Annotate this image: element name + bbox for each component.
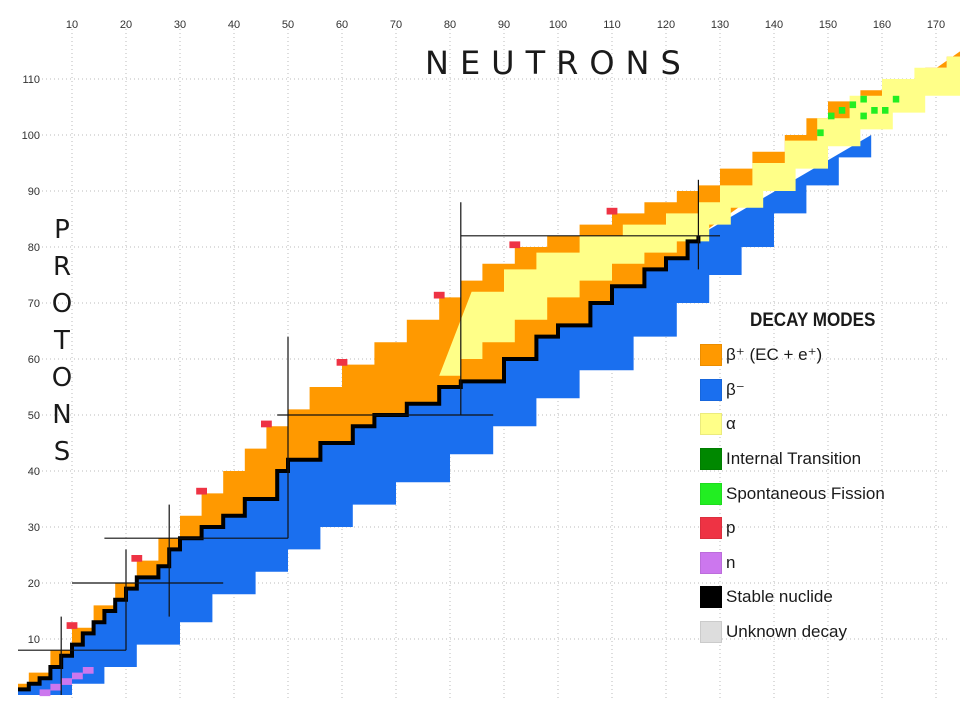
y-tick-label: 20 (28, 578, 40, 590)
fission-cell (817, 129, 824, 137)
y-tick-label: 40 (28, 466, 40, 478)
x-tick-label: 60 (336, 19, 348, 31)
legend-swatch (700, 586, 722, 609)
x-tick-label: 140 (765, 19, 783, 31)
proton-emitter-cell (131, 555, 143, 562)
fission-cell (860, 112, 867, 120)
y-axis-label-letter: O (52, 363, 72, 393)
fission-cell (892, 95, 900, 103)
x-tick-label: 100 (549, 19, 567, 31)
x-tick-label: 90 (498, 19, 510, 31)
y-tick-label: 80 (28, 242, 40, 254)
legend-item-alpha: α (700, 407, 940, 442)
legend-label: Stable nuclide (726, 587, 833, 607)
x-tick-label: 30 (174, 19, 186, 31)
y-axis-label-letter: T (53, 326, 70, 356)
fission-cell (871, 107, 878, 114)
legend-item-beta_minus: β⁻ (700, 373, 940, 408)
legend-swatch (700, 378, 722, 401)
legend-item-it: Internal Transition (700, 442, 940, 477)
neutron-emitter-cell (50, 683, 62, 691)
legend-swatch (700, 517, 722, 540)
fission-cell (860, 95, 867, 103)
y-tick-label: 50 (28, 410, 40, 422)
fission-cell (882, 107, 889, 114)
proton-emitter-cell (196, 487, 207, 495)
x-axis-ticks: 10 20 30 40 50 60 70 80 90 100 110 120 130 140 150 160 1… (66, 19, 945, 31)
proton-emitter-cell (433, 291, 445, 299)
neutron-emitter-cell (39, 689, 51, 697)
x-tick-label: 160 (873, 19, 891, 31)
legend-swatch (700, 551, 722, 574)
legend-item-beta_plus: β⁺ (EC + e⁺) (700, 338, 940, 373)
y-tick-label: 10 (28, 634, 40, 646)
y-axis-label-letter: O (52, 289, 72, 319)
x-tick-label: 40 (228, 19, 240, 31)
x-tick-label: 120 (657, 19, 675, 31)
y-axis-label-letter: N (52, 400, 71, 430)
legend-item-sf: Spontaneous Fission (700, 476, 940, 511)
y-tick-label: 70 (28, 298, 40, 310)
legend-label: Spontaneous Fission (726, 483, 885, 503)
legend-label: β⁻ (726, 379, 745, 399)
y-axis-label-letter: R (53, 252, 71, 282)
neutron-emitter-cell (61, 678, 72, 685)
proton-emitter-cell (509, 241, 521, 249)
legend-swatch (700, 344, 722, 367)
legend-label: Internal Transition (726, 449, 862, 469)
y-tick-label: 90 (28, 186, 40, 198)
x-tick-label: 170 (927, 19, 945, 31)
magic-number-lines (18, 179, 720, 695)
y-tick-label: 110 (22, 74, 40, 86)
legend-swatch (700, 621, 722, 644)
legend: DECAY MODES β⁺ (EC + e⁺) β⁻ α Internal Tran… (700, 310, 940, 649)
legend-items: β⁺ (EC + e⁺) β⁻ α Internal Transition Sponta… (700, 338, 940, 649)
fission-cell (838, 107, 846, 114)
y-tick-label: 100 (22, 130, 40, 142)
y-axis-ticks: 10 20 30 40 50 60 70 80 90 100 110 (22, 74, 40, 646)
x-tick-label: 10 (66, 19, 78, 31)
proton-emitter-cell (66, 622, 78, 629)
legend-item-unknown: Unknown decay (700, 615, 940, 650)
proton-emitter-cell (336, 359, 348, 366)
legend-label: β⁺ (EC + e⁺) (726, 345, 823, 365)
x-tick-label: 110 (603, 19, 621, 31)
proton-emitter-cell (261, 420, 272, 428)
proton-emitter-cell (606, 207, 618, 215)
fission-cell (828, 112, 835, 120)
legend-title: DECAY MODES (750, 310, 876, 331)
y-axis-label-letter: P (54, 215, 70, 245)
x-tick-label: 130 (711, 19, 729, 31)
legend-item-stable: Stable nuclide (700, 580, 940, 615)
legend-item-n: n (700, 546, 940, 581)
chart-grid (30, 25, 950, 700)
legend-label: α (726, 414, 736, 434)
y-tick-label: 30 (28, 522, 40, 534)
legend-swatch (700, 482, 722, 505)
legend-label: n (726, 552, 736, 572)
legend-item-p: p (700, 511, 940, 546)
legend-label: Unknown decay (726, 622, 847, 642)
x-axis-label: NEUTRONS (425, 44, 692, 82)
neutron-emitter-cell (82, 667, 94, 674)
x-tick-label: 80 (444, 19, 456, 31)
neutron-emitter-cell (72, 672, 83, 680)
stable-nuclide-line (18, 235, 701, 692)
legend-label: p (726, 518, 736, 538)
y-axis-label-letter: S (54, 437, 71, 467)
legend-swatch (700, 448, 722, 471)
x-tick-label: 150 (819, 19, 837, 31)
region-alpha (439, 56, 960, 376)
fission-cell (849, 101, 857, 109)
y-tick-label: 60 (28, 354, 40, 366)
x-tick-label: 20 (120, 19, 132, 31)
x-tick-label: 50 (282, 19, 294, 31)
legend-swatch (700, 413, 722, 436)
x-tick-label: 70 (390, 19, 402, 31)
